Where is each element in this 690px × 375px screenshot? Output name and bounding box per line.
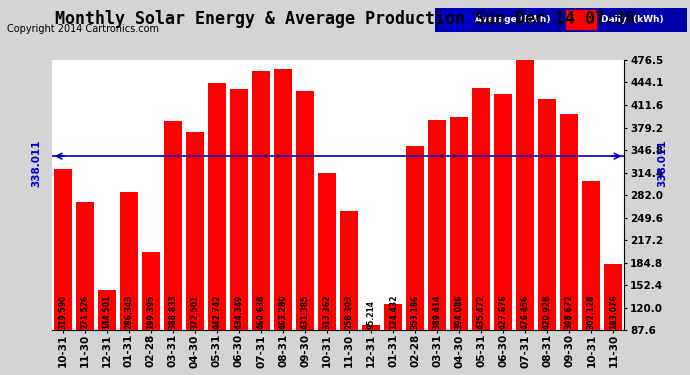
Text: 258.303: 258.303 [344, 295, 353, 329]
Bar [472, 88, 491, 375]
Bar [428, 120, 446, 375]
Text: 389.414: 389.414 [433, 295, 442, 329]
Text: 95.214: 95.214 [366, 300, 375, 329]
Bar [538, 99, 556, 375]
Bar [566, 10, 596, 30]
Text: 476.456: 476.456 [521, 295, 530, 329]
Text: 144.501: 144.501 [102, 295, 111, 329]
Bar [604, 264, 622, 375]
Bar [384, 304, 402, 375]
Bar [76, 202, 94, 375]
Text: 313.362: 313.362 [323, 295, 332, 329]
Text: Monthly Solar Energy & Average Production Sun Dec 14 07:38: Monthly Solar Energy & Average Productio… [55, 9, 635, 28]
Text: Average (kWh): Average (kWh) [475, 15, 551, 24]
Bar [440, 10, 470, 30]
Bar [54, 169, 72, 375]
Text: 338.011: 338.011 [658, 140, 667, 187]
Bar [494, 94, 513, 375]
Bar [516, 60, 534, 375]
Bar [208, 83, 226, 375]
Bar [230, 89, 248, 375]
Text: 338.011: 338.011 [31, 140, 41, 187]
Text: 398.672: 398.672 [565, 295, 574, 329]
Bar [186, 132, 204, 375]
Text: 271.526: 271.526 [80, 295, 89, 329]
Text: Daily  (kWh): Daily (kWh) [601, 15, 664, 24]
Text: 302.128: 302.128 [587, 295, 596, 329]
Text: 420.928: 420.928 [543, 295, 552, 329]
Bar [318, 173, 336, 375]
Bar [142, 252, 160, 375]
Text: 372.501: 372.501 [190, 295, 199, 329]
Text: 442.742: 442.742 [213, 295, 221, 329]
Bar [406, 146, 424, 375]
Text: 124.432: 124.432 [388, 295, 397, 329]
Bar [450, 117, 469, 375]
Bar [340, 211, 358, 375]
Text: 460.638: 460.638 [257, 295, 266, 329]
Bar [362, 325, 380, 375]
Text: 394.086: 394.086 [455, 295, 464, 329]
Bar [560, 114, 578, 375]
Text: 319.590: 319.590 [58, 295, 67, 329]
Text: 434.349: 434.349 [235, 295, 244, 329]
Bar [120, 192, 138, 375]
Text: 435.472: 435.472 [477, 295, 486, 329]
Bar [274, 69, 292, 375]
Text: 199.395: 199.395 [146, 295, 155, 329]
Text: 286.343: 286.343 [124, 295, 133, 329]
Text: 427.676: 427.676 [499, 295, 508, 329]
Text: 431.385: 431.385 [301, 295, 310, 329]
Bar [98, 291, 116, 375]
Text: Copyright 2014 Cartronics.com: Copyright 2014 Cartronics.com [7, 24, 159, 34]
Bar [582, 181, 600, 375]
Bar [296, 92, 314, 375]
Text: 353.186: 353.186 [411, 295, 420, 329]
Text: 388.833: 388.833 [168, 294, 177, 329]
Text: 183.076: 183.076 [609, 295, 618, 329]
Bar [252, 71, 270, 375]
Text: 463.280: 463.280 [279, 295, 288, 329]
Bar [164, 121, 182, 375]
